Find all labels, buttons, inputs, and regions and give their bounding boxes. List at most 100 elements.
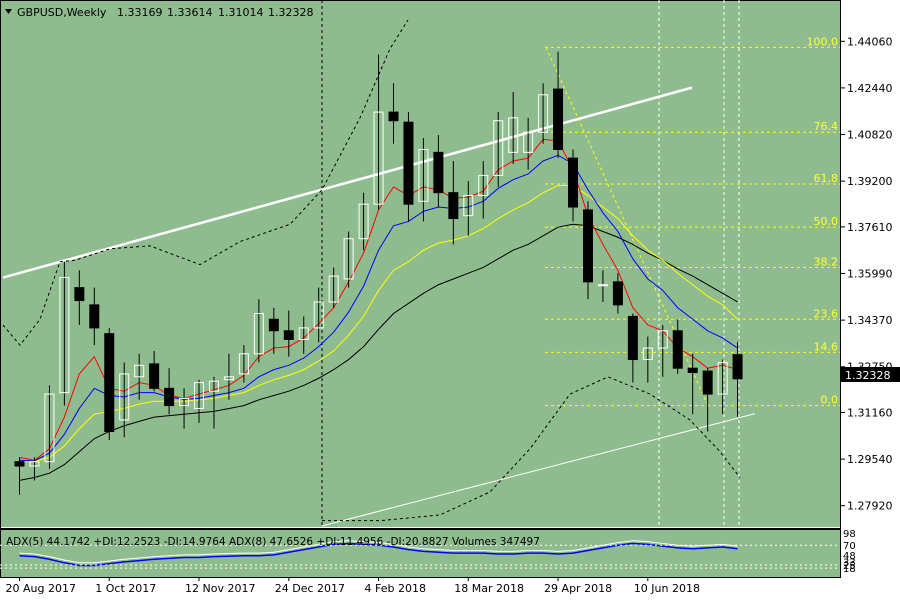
candle	[642, 336, 653, 383]
candle	[104, 327, 115, 441]
price-tick-label: 1.37610	[847, 221, 893, 234]
candle-body	[119, 373, 130, 421]
time-tick-label: 24 Dec 2017	[275, 582, 345, 595]
candle	[29, 457, 40, 481]
candle-body	[208, 380, 219, 392]
candle-body	[283, 330, 294, 340]
candle-body	[642, 347, 653, 361]
fib-level-label: 76.4	[814, 120, 839, 133]
candle	[149, 350, 160, 392]
candle	[478, 160, 489, 219]
candle	[253, 299, 264, 363]
candle	[403, 112, 414, 222]
candle-body	[149, 363, 160, 389]
candle-body	[418, 148, 429, 202]
candle	[523, 117, 534, 170]
candle-body	[582, 209, 593, 283]
candle-body	[493, 120, 504, 176]
candle-body	[568, 157, 579, 208]
candle-body	[657, 330, 668, 349]
ohlc-high: 1.33614	[167, 6, 213, 19]
indicator-tick-label: 18	[843, 564, 856, 575]
candle-body	[478, 174, 489, 197]
candle-body	[74, 287, 85, 302]
price-tick-label: 1.27920	[847, 500, 893, 513]
candle-body	[403, 121, 414, 205]
candle-body	[448, 192, 459, 220]
candle-body	[194, 382, 205, 409]
candle	[358, 192, 369, 251]
candle-body	[358, 203, 369, 240]
current-price-label: 1.32328	[845, 369, 891, 382]
ema-yellow-line	[19, 184, 738, 463]
candle-body	[44, 393, 55, 463]
lower-trendline	[321, 413, 756, 527]
price-tick-label: 1.34370	[847, 314, 893, 327]
candle	[448, 160, 459, 245]
candle	[223, 353, 234, 400]
indicator-tick-label: 70	[843, 541, 856, 552]
candle	[134, 353, 145, 400]
price-tick-label: 1.39200	[847, 175, 893, 188]
candle	[418, 137, 429, 222]
candle-body	[104, 333, 115, 432]
candle	[373, 54, 384, 210]
candle-body	[164, 387, 175, 407]
candle	[627, 313, 638, 383]
candle	[672, 319, 683, 374]
candle-body	[702, 370, 713, 395]
candle-body	[328, 275, 339, 303]
time-tick-label: 10 Jun 2018	[634, 582, 700, 595]
candle-body	[388, 111, 399, 122]
indicator-tick-label: 25	[843, 561, 856, 572]
candle	[717, 359, 728, 415]
ohlc-open: 1.33169	[117, 6, 163, 19]
candle-body	[672, 330, 683, 369]
candle-body	[717, 361, 728, 395]
candle	[508, 91, 519, 164]
trendlines	[2, 19, 756, 527]
candle-body	[134, 364, 145, 378]
price-tick-label: 1.35990	[847, 268, 893, 281]
candle-body	[523, 131, 534, 153]
fib-level-label: 23.6	[814, 307, 839, 320]
candle	[283, 310, 294, 357]
indicator-tick-label: 98	[843, 529, 856, 540]
candle	[194, 379, 205, 423]
time-tick-label: 1 Oct 2017	[95, 582, 156, 595]
price-tick-label: 1.31160	[847, 406, 893, 419]
candle	[597, 270, 608, 302]
chart-menu-triangle-icon[interactable]	[5, 9, 12, 14]
candle	[268, 307, 279, 354]
time-tick-label: 20 Aug 2017	[6, 582, 76, 595]
time-tick-label: 12 Nov 2017	[185, 582, 255, 595]
candle	[119, 362, 130, 438]
fib-level-label: 14.6	[814, 340, 839, 353]
candle	[179, 388, 190, 429]
candle-body	[179, 397, 190, 407]
candle	[568, 149, 579, 222]
candle	[582, 201, 593, 300]
candle-body	[732, 354, 743, 380]
candle	[687, 353, 698, 415]
price-tick-label: 1.44060	[847, 35, 893, 48]
candle	[89, 287, 100, 346]
candle-body	[298, 327, 309, 340]
candle	[74, 270, 85, 326]
period-separators	[321, 0, 740, 527]
candle-body	[223, 376, 234, 381]
candle	[14, 457, 25, 495]
candle-body	[268, 318, 279, 332]
candle-body	[89, 304, 100, 329]
time-axis: 20 Aug 2017 1 Oct 2017 12 Nov 2017 24 Dec 2…	[6, 577, 700, 595]
main-plot-background	[0, 0, 840, 527]
candle	[493, 112, 504, 187]
candle	[164, 368, 175, 415]
price-axis: 1.44060 1.42440 1.40820 1.39200 1.37610 1.359…	[840, 35, 893, 513]
candle	[463, 181, 474, 236]
candle-body	[373, 111, 384, 205]
candle	[433, 135, 444, 208]
candle	[238, 345, 249, 383]
